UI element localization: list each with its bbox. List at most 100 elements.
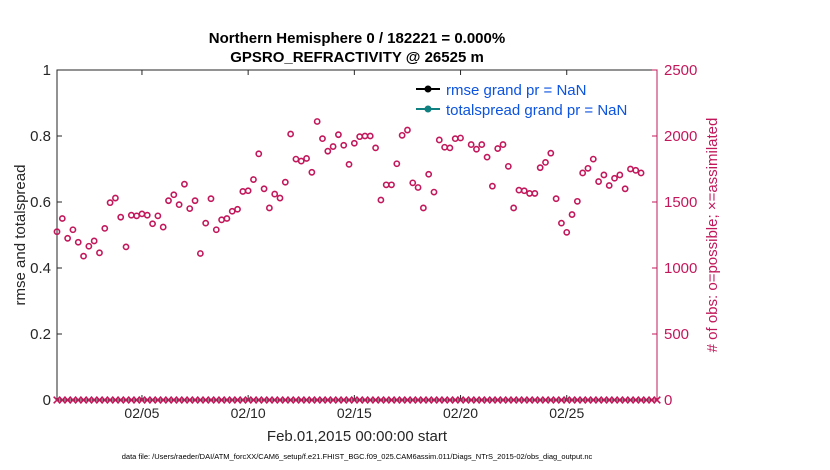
possible-obs-point xyxy=(69,226,77,234)
possible-obs-point xyxy=(202,219,210,227)
possible-obs-point xyxy=(335,131,342,139)
possible-obs-point xyxy=(419,204,427,212)
right-axis: 0 500 1000 1500 2000 2500 xyxy=(652,62,697,409)
possible-obs-point xyxy=(414,184,422,191)
legend-rmse-marker xyxy=(424,85,432,93)
possible-obs-point xyxy=(159,223,167,231)
possible-obs-point xyxy=(510,204,518,212)
x-tick-label: 02/15 xyxy=(337,405,372,421)
possible-obs-point xyxy=(536,164,544,172)
possible-obs-point xyxy=(595,178,602,185)
legend-spread-marker xyxy=(424,105,432,113)
possible-obs-point xyxy=(393,160,401,168)
possible-obs-point xyxy=(621,185,629,193)
possible-obs-point xyxy=(207,195,215,203)
possible-obs-point xyxy=(80,252,87,260)
possible-obs-point xyxy=(276,194,284,202)
x-tick-label: 02/25 xyxy=(549,405,584,421)
possible-obs-point xyxy=(446,144,454,152)
x-axis-label: Feb.01,2015 00:00:00 start xyxy=(267,428,448,445)
possible-obs-point xyxy=(372,144,379,152)
possible-obs-point xyxy=(165,197,172,205)
possible-obs-point xyxy=(265,204,273,212)
possible-obs-point xyxy=(494,145,502,152)
possible-obs-point xyxy=(106,199,114,207)
possible-obs-point xyxy=(542,158,549,166)
possible-obs-point xyxy=(340,141,348,149)
left-axis: 0 0.2 0.4 0.6 0.8 1 xyxy=(30,62,62,409)
x-tick-label: 02/10 xyxy=(231,405,266,421)
possible-obs-point xyxy=(552,195,560,203)
possible-obs-point xyxy=(350,139,358,147)
possible-obs-point xyxy=(319,135,326,143)
possible-obs-point xyxy=(632,166,640,174)
possible-obs-point xyxy=(90,237,98,245)
possible-obs-point xyxy=(181,180,188,188)
plot-area: 0 0.2 0.4 0.6 0.8 1 0 500 1000 1500 2000 2500 02/0… xyxy=(30,62,697,421)
possible-obs-point xyxy=(64,234,72,242)
possible-obs-point xyxy=(473,145,480,153)
possible-obs-point xyxy=(499,141,507,148)
possible-obs-point xyxy=(191,197,199,205)
possible-obs-point xyxy=(425,170,433,178)
possible-obs-point xyxy=(255,150,263,158)
legend-rmse-label: rmse grand pr = NaN xyxy=(446,82,586,99)
possible-obs-point xyxy=(234,205,241,213)
possible-obs-point xyxy=(154,212,162,220)
possible-obs-point xyxy=(117,213,125,221)
possible-obs-point xyxy=(250,176,257,183)
possible-obs-point xyxy=(271,190,279,198)
possible-obs-point xyxy=(488,182,496,190)
possible-obs-point xyxy=(504,162,512,170)
possible-obs-point xyxy=(616,171,624,179)
possible-obs-point xyxy=(281,178,289,186)
x-tick-label: 02/20 xyxy=(443,405,478,421)
possible-obs-point xyxy=(143,211,151,219)
y-axis-right-label: # of obs: o=possible; ×=assimilated xyxy=(704,118,721,353)
possible-obs-point xyxy=(377,196,385,204)
possible-obs-point xyxy=(568,211,576,218)
possible-obs-point xyxy=(457,134,464,142)
possible-obs-point xyxy=(186,205,194,212)
possible-obs-point xyxy=(579,169,587,177)
possible-obs-point xyxy=(584,164,592,172)
right-tick-label: 2000 xyxy=(664,128,697,145)
plot-frame xyxy=(56,69,658,401)
possible-obs-point xyxy=(308,168,316,176)
possible-obs-point xyxy=(212,226,220,234)
possible-obs-point xyxy=(112,194,119,202)
possible-obs-point xyxy=(637,169,645,177)
legend-spread-label: totalspread grand pr = NaN xyxy=(446,102,627,119)
possible-obs-point xyxy=(366,132,374,140)
possible-obs-point xyxy=(58,215,66,222)
possible-obs-point xyxy=(122,243,130,251)
possible-obs-point xyxy=(388,181,395,189)
chart-title: Northern Hemisphere 0 / 182221 = 0.000% xyxy=(209,30,505,47)
possible-obs-point xyxy=(244,187,252,195)
possible-obs-point xyxy=(404,126,411,134)
possible-obs-point xyxy=(303,155,310,162)
possible-obs-point xyxy=(223,215,231,222)
possible-obs-point xyxy=(558,219,565,227)
possible-obs-point xyxy=(467,141,475,148)
possible-obs-point xyxy=(170,191,178,199)
possible-obs-point xyxy=(74,238,82,246)
left-tick-label: 1 xyxy=(43,62,51,79)
possible-obs-point xyxy=(101,224,109,232)
right-tick-label: 1000 xyxy=(664,260,697,277)
possible-obs-point xyxy=(196,250,204,257)
left-tick-label: 0 xyxy=(43,392,51,409)
possible-obs-point xyxy=(547,149,555,157)
possible-obs-point xyxy=(409,179,417,187)
right-tick-label: 500 xyxy=(664,326,689,343)
possible-obs-point xyxy=(297,157,305,165)
possible-obs-point xyxy=(345,160,353,168)
possible-obs-point xyxy=(149,220,156,228)
possible-obs-point xyxy=(531,190,539,197)
legend-box xyxy=(412,76,652,122)
possible-obs-point xyxy=(175,201,183,209)
possible-obs-point xyxy=(287,130,295,138)
left-tick-label: 0.8 xyxy=(30,128,51,145)
possible-obs-point xyxy=(573,197,581,205)
